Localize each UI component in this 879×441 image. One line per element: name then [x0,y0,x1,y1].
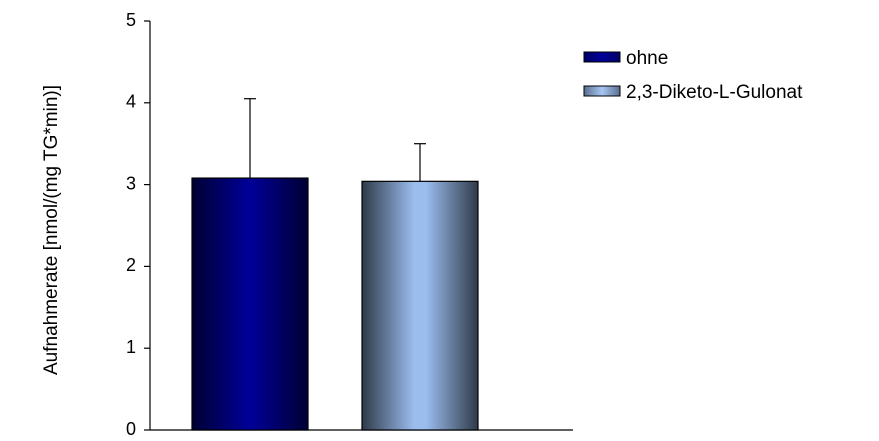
legend-label-diketo-gulonat: 2,3-Diketo-L-Gulonat [626,82,803,103]
legend-swatch-ohne [583,51,621,63]
y-tick-label: 4 [126,92,136,112]
legend: ohne 2,3-Diketo-L-Gulonat [583,48,803,103]
y-tick-label: 2 [126,255,136,275]
y-tick-label: 0 [126,419,136,439]
legend-label-ohne: ohne [626,48,668,69]
bar-ohne [191,177,309,431]
y-tick-label: 1 [126,337,136,357]
y-tick-label: 3 [126,173,136,193]
y-tick-label: 5 [126,10,136,30]
bar-group [191,177,479,431]
bar-diketo-gulonat [361,180,479,431]
y-axis-title: Aufnahmerate [nmol/(mg TG*min)] [41,85,62,375]
y-tick-group: 0 1 2 3 4 5 [126,10,150,439]
legend-swatch-diketo-gulonat [583,85,621,97]
error-bar-group [244,98,426,182]
